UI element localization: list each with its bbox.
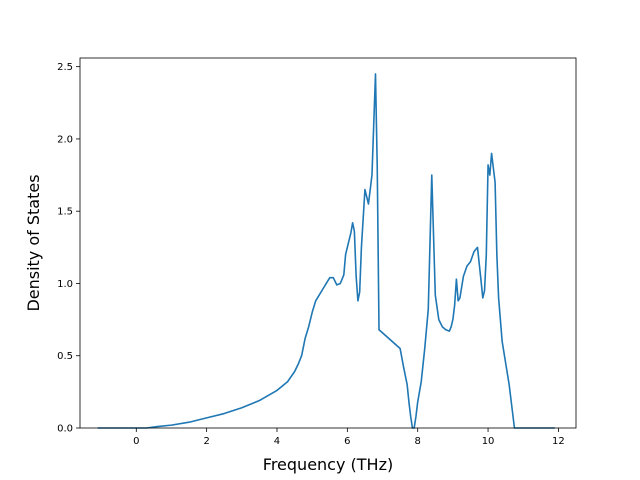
axes-frame: [79, 57, 577, 429]
y-axis-label: Density of States: [24, 174, 43, 311]
plot-area: [97, 73, 555, 429]
series-line-0: [97, 73, 555, 429]
x-tick-label: 2: [203, 436, 209, 447]
x-tick-label: 8: [415, 436, 421, 447]
y-tick-label: 2.0: [57, 134, 73, 145]
x-axis: 0 2 4 6 8 10 12: [133, 428, 565, 447]
x-tick-label: 4: [274, 436, 280, 447]
x-tick-label: 12: [552, 436, 565, 447]
y-axis: 0.0 0.5 1.0 1.5 2.0 2.5: [57, 62, 80, 435]
y-tick-label: 2.5: [57, 62, 73, 73]
x-tick-label: 6: [344, 436, 350, 447]
y-tick-label: 0.5: [57, 351, 73, 362]
y-tick-label: 1.5: [57, 207, 73, 218]
x-tick-label: 0: [133, 436, 139, 447]
y-tick-label: 1.0: [57, 279, 73, 290]
x-axis-label: Frequency (THz): [263, 455, 393, 474]
x-tick-label: 10: [482, 436, 495, 447]
y-tick-label: 0.0: [57, 424, 73, 435]
